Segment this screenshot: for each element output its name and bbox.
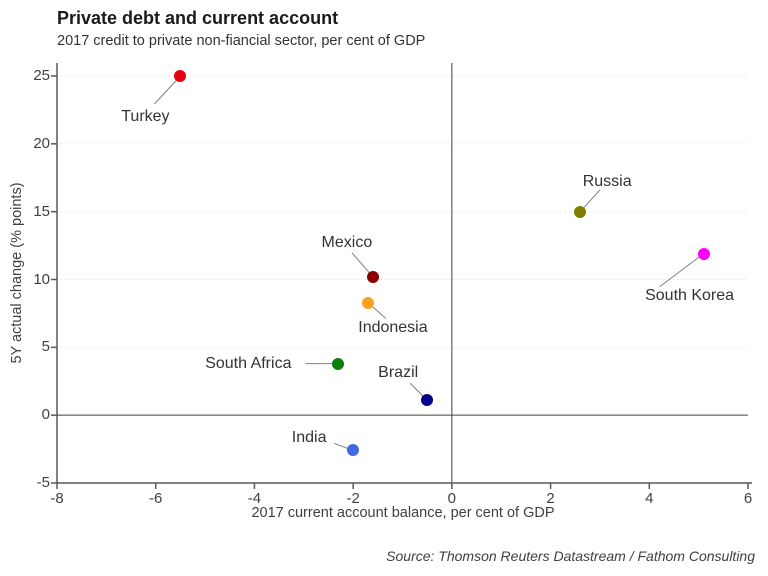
x-tick-label-6: 6 xyxy=(743,490,753,507)
point-label-south-korea: South Korea xyxy=(645,286,735,304)
data-point-brazil xyxy=(421,394,434,407)
data-point-south-korea xyxy=(697,247,710,260)
chart-subtitle: 2017 credit to private non-fiancial sect… xyxy=(57,33,426,49)
point-label-indonesia: Indonesia xyxy=(358,318,428,336)
point-label-russia: Russia xyxy=(582,172,632,190)
y-tick-label-10: 10 xyxy=(33,270,50,288)
y-tick-label-15: 15 xyxy=(33,202,50,220)
data-point-turkey xyxy=(174,70,187,82)
point-label-brazil: Brazil xyxy=(378,364,419,382)
x-tick-label--2: -2 xyxy=(346,490,360,507)
x-tick-label--4: -4 xyxy=(247,490,262,507)
x-tick-label--6: -6 xyxy=(149,490,163,507)
data-point-india xyxy=(347,444,360,457)
x-axis-title: 2017 current account balance, per cent o… xyxy=(251,505,555,521)
leader-line-south-korea xyxy=(659,253,704,288)
data-point-russia xyxy=(574,205,587,218)
point-label-mexico: Mexico xyxy=(321,233,373,251)
y-tick-label-20: 20 xyxy=(33,134,50,152)
x-tick-label-0: 0 xyxy=(447,490,457,507)
x-tick-label--8: -8 xyxy=(50,490,64,507)
y-tick-label-5: 5 xyxy=(41,338,50,356)
data-point-mexico xyxy=(366,270,379,283)
y-tick-label-25: 25 xyxy=(33,67,50,84)
chart-title: Private debt and current account xyxy=(57,8,339,28)
point-label-india: India xyxy=(291,429,327,447)
y-tick-label-0: 0 xyxy=(41,406,50,424)
data-point-south-africa xyxy=(332,357,345,370)
point-label-turkey: Turkey xyxy=(121,108,170,125)
point-label-south-africa: South Africa xyxy=(205,354,292,372)
x-tick-label-4: 4 xyxy=(645,490,654,507)
source-attribution: Source: Thomson Reuters Datastream / Fat… xyxy=(386,548,755,564)
y-tick-label--5: -5 xyxy=(36,474,50,491)
data-point-indonesia xyxy=(361,296,374,309)
x-tick-label-2: 2 xyxy=(546,490,555,507)
